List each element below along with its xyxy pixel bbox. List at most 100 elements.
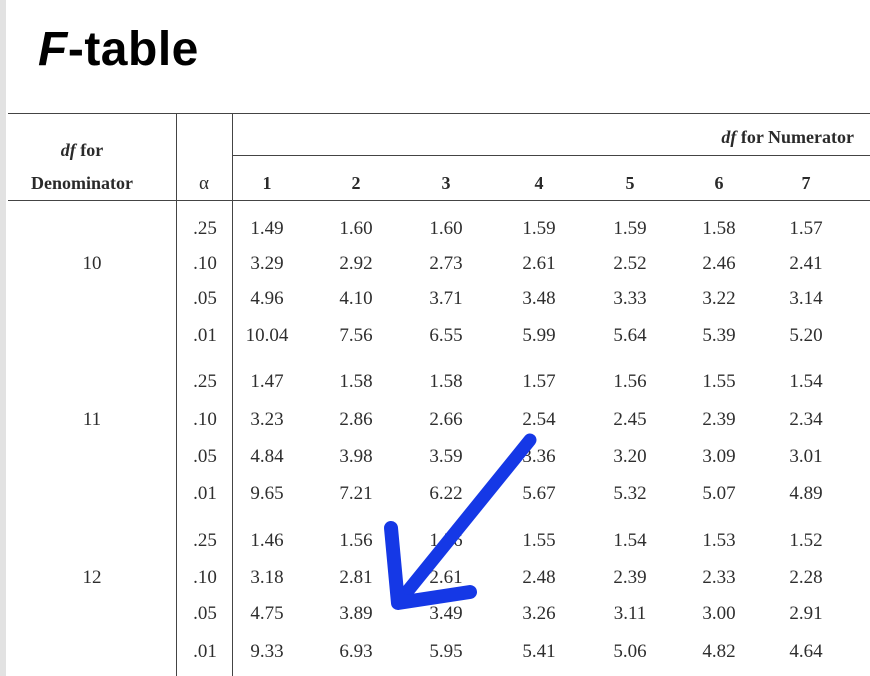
table-cell: 1.58 bbox=[702, 218, 736, 239]
table-cell: 4.82 bbox=[702, 641, 736, 662]
table-cell: 9.65 bbox=[250, 483, 284, 504]
table-cell: 1.56 bbox=[339, 530, 373, 551]
table-cell: 3.26 bbox=[522, 603, 556, 624]
table-cell: 1.54 bbox=[613, 530, 647, 551]
table-cell: 1.59 bbox=[522, 218, 556, 239]
table-cell: 3.98 bbox=[339, 446, 373, 467]
denominator-header-for: for bbox=[75, 140, 104, 160]
table-cell: 2.91 bbox=[789, 603, 823, 624]
table-cell: 5.32 bbox=[613, 483, 647, 504]
table-cell: 5.95 bbox=[429, 641, 463, 662]
table-cell: 3.09 bbox=[702, 446, 736, 467]
table-cell: 2.39 bbox=[613, 567, 647, 588]
table-cell: 1.47 bbox=[250, 371, 284, 392]
title-italic-f: F bbox=[38, 23, 68, 76]
alpha-value: .01 bbox=[193, 483, 217, 504]
table-cell: 4.75 bbox=[250, 603, 284, 624]
table-cell: 3.36 bbox=[522, 446, 556, 467]
table-cell: 2.61 bbox=[522, 253, 556, 274]
table-cell: 2.54 bbox=[522, 409, 556, 430]
alpha-value: .05 bbox=[193, 288, 217, 309]
table-cell: 7.21 bbox=[339, 483, 373, 504]
df-italic: df bbox=[60, 140, 76, 160]
table-cell: 2.39 bbox=[702, 409, 736, 430]
page-frame bbox=[0, 0, 6, 676]
table-cell: 3.89 bbox=[339, 603, 373, 624]
alpha-value: .25 bbox=[193, 371, 217, 392]
table-cell: 3.01 bbox=[789, 446, 823, 467]
table-cell: 1.52 bbox=[789, 530, 823, 551]
table-cell: 10.04 bbox=[245, 325, 289, 346]
numerator-col-header: 5 bbox=[625, 173, 635, 193]
alpha-value: .01 bbox=[193, 641, 217, 662]
table-cell: 1.60 bbox=[339, 218, 373, 239]
table-cell: 1.56 bbox=[613, 371, 647, 392]
table-cell: 7.56 bbox=[339, 325, 373, 346]
table-cell: 1.55 bbox=[702, 371, 736, 392]
numerator-col-header: 4 bbox=[534, 173, 544, 193]
table-cell: 3.29 bbox=[250, 253, 284, 274]
table-cell: 2.73 bbox=[429, 253, 463, 274]
table-cell: 5.20 bbox=[789, 325, 823, 346]
table-cell: 2.61 bbox=[429, 567, 463, 588]
denominator-divider bbox=[176, 113, 177, 676]
table-cell: 3.20 bbox=[613, 446, 647, 467]
table-cell: 3.59 bbox=[429, 446, 463, 467]
table-cell: 3.14 bbox=[789, 288, 823, 309]
numerator-header-label: for Numerator bbox=[736, 127, 854, 147]
alpha-header: α bbox=[199, 173, 209, 194]
table-cell: 1.60 bbox=[429, 218, 463, 239]
alpha-value: .05 bbox=[193, 603, 217, 624]
table-cell: 5.39 bbox=[702, 325, 736, 346]
arrow-head bbox=[384, 521, 477, 610]
table-cell: 1.46 bbox=[250, 530, 284, 551]
page-title: F-table bbox=[38, 22, 199, 77]
table-cell: 6.93 bbox=[339, 641, 373, 662]
table-cell: 5.64 bbox=[613, 325, 647, 346]
denominator-df: 10 bbox=[82, 253, 102, 274]
table-cell: 2.41 bbox=[789, 253, 823, 274]
table-cell: 1.53 bbox=[702, 530, 736, 551]
table-cell: 4.96 bbox=[250, 288, 284, 309]
denominator-header-line2: Denominator bbox=[31, 173, 133, 193]
table-cell: 3.23 bbox=[250, 409, 284, 430]
denominator-header-line1: df for bbox=[61, 140, 103, 161]
alpha-value: .25 bbox=[193, 530, 217, 551]
table-cell: 2.28 bbox=[789, 567, 823, 588]
table-cell: 2.52 bbox=[613, 253, 647, 274]
table-cell: 5.41 bbox=[522, 641, 556, 662]
numerator-col-header: 6 bbox=[714, 173, 724, 193]
numerator-rule bbox=[232, 155, 870, 156]
table-cell: 3.71 bbox=[429, 288, 463, 309]
table-cell: 2.48 bbox=[522, 567, 556, 588]
table-cell: 4.84 bbox=[250, 446, 284, 467]
alpha-value: .25 bbox=[193, 218, 217, 239]
arrow-icon bbox=[384, 433, 537, 610]
table-cell: 1.57 bbox=[789, 218, 823, 239]
alpha-value: .10 bbox=[193, 409, 217, 430]
table-cell: 3.11 bbox=[613, 603, 647, 624]
table-cell: 5.07 bbox=[702, 483, 736, 504]
table-cell: 3.48 bbox=[522, 288, 556, 309]
table-cell: 2.81 bbox=[339, 567, 373, 588]
denominator-df: 11 bbox=[82, 409, 102, 430]
table-cell: 5.67 bbox=[522, 483, 556, 504]
table-cell: 5.06 bbox=[613, 641, 647, 662]
table-cell: 3.00 bbox=[702, 603, 736, 624]
table-cell: 4.89 bbox=[789, 483, 823, 504]
table-cell: 1.58 bbox=[339, 371, 373, 392]
table-cell: 2.92 bbox=[339, 253, 373, 274]
alpha-divider bbox=[232, 113, 233, 676]
table-cell: 4.64 bbox=[789, 641, 823, 662]
header-bottom-rule bbox=[8, 200, 870, 201]
arrow-shaft bbox=[391, 433, 537, 610]
numerator-col-header: 2 bbox=[351, 173, 361, 193]
table-cell: 3.22 bbox=[702, 288, 736, 309]
table-cell: 3.49 bbox=[429, 603, 463, 624]
alpha-value: .10 bbox=[193, 253, 217, 274]
table-cell: 3.18 bbox=[250, 567, 284, 588]
numerator-col-header: 1 bbox=[262, 173, 272, 193]
table-cell: 1.49 bbox=[250, 218, 284, 239]
alpha-value: .05 bbox=[193, 446, 217, 467]
